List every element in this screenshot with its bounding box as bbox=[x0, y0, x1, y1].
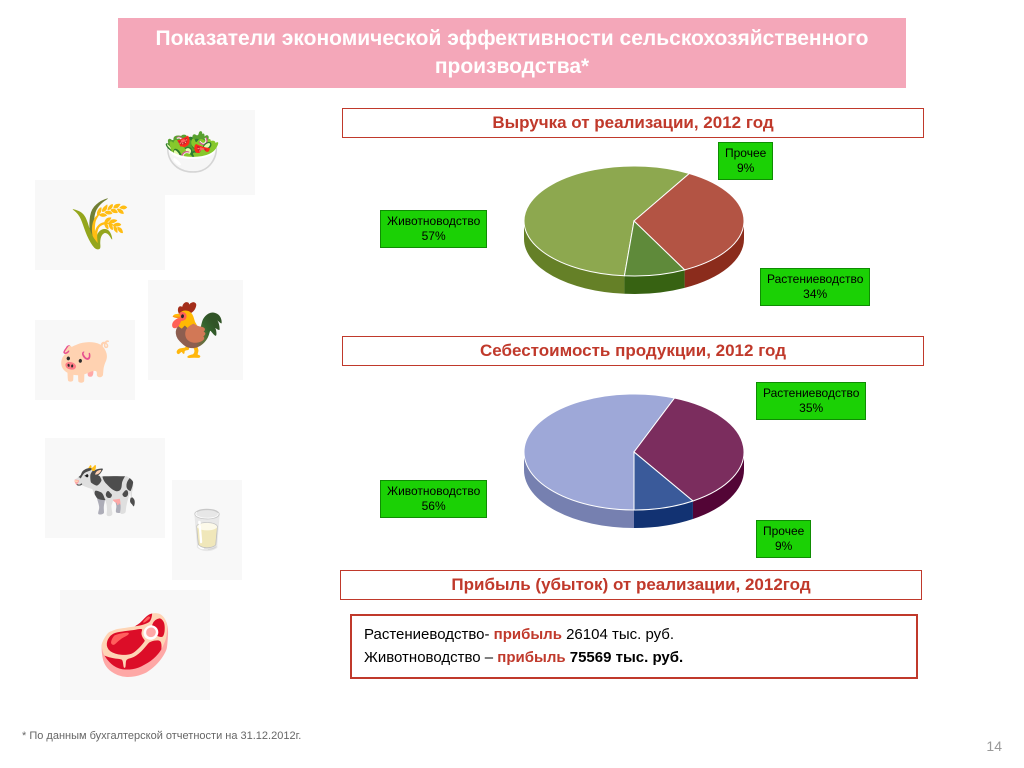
label-text: Животноводство bbox=[387, 214, 480, 228]
section-header-profit: Прибыль (убыток) от реализации, 2012год bbox=[340, 570, 922, 600]
profit-line1-a: Растениеводство- bbox=[364, 626, 494, 643]
pie-chart-revenue bbox=[520, 162, 748, 303]
pie-rev-label-other: Прочее 9% bbox=[718, 142, 773, 180]
page-number: 14 bbox=[986, 738, 1002, 754]
section-header-cost: Себестоимость продукции, 2012 год bbox=[342, 336, 924, 366]
section-header-revenue: Выручка от реализации, 2012 год bbox=[342, 108, 924, 138]
pie-rev-label-crops: Растениеводство 34% bbox=[760, 268, 870, 306]
label-value: 57% bbox=[422, 229, 446, 243]
profit-line1-b: прибыль bbox=[494, 626, 562, 643]
sidebar-image-5: 🥛 bbox=[172, 480, 242, 580]
profit-line2-a: Животноводство – bbox=[364, 649, 497, 666]
label-text: Прочее bbox=[725, 146, 766, 160]
label-value: 34% bbox=[803, 287, 827, 301]
label-text: Растениеводство bbox=[763, 386, 859, 400]
sidebar-image-2: 🐓 bbox=[148, 280, 243, 380]
page-title: Показатели экономической эффективности с… bbox=[118, 18, 906, 88]
profit-box: Растениеводство- прибыль 26104 тыс. руб.… bbox=[350, 614, 918, 679]
label-text: Животноводство bbox=[387, 484, 480, 498]
sidebar-image-3: 🐖 bbox=[35, 320, 135, 400]
sidebar-image-1: 🌾 bbox=[35, 180, 165, 270]
profit-line1-c: 26104 тыс. руб. bbox=[562, 626, 674, 643]
label-text: Растениеводство bbox=[767, 272, 863, 286]
label-value: 56% bbox=[422, 499, 446, 513]
profit-line-livestock: Животноводство – прибыль 75569 тыс. руб. bbox=[364, 647, 904, 670]
pie-chart-cost bbox=[520, 390, 748, 537]
sidebar-image-4: 🐄 bbox=[45, 438, 165, 538]
profit-line-crops: Растениеводство- прибыль 26104 тыс. руб. bbox=[364, 624, 904, 647]
label-text: Прочее bbox=[763, 524, 804, 538]
pie-rev-label-livestock: Животноводство 57% bbox=[380, 210, 487, 248]
pie-cost-label-livestock: Животноводство 56% bbox=[380, 480, 487, 518]
label-value: 9% bbox=[775, 539, 792, 553]
label-value: 9% bbox=[737, 161, 754, 175]
label-value: 35% bbox=[799, 401, 823, 415]
sidebar-image-6: 🥩 bbox=[60, 590, 210, 700]
pie-cost-label-crops: Растениеводство 35% bbox=[756, 382, 866, 420]
footnote: * По данным бухгалтерской отчетности на … bbox=[22, 730, 301, 742]
pie-cost-label-other: Прочее 9% bbox=[756, 520, 811, 558]
profit-line2-c: 75569 тыс. руб. bbox=[570, 649, 683, 666]
profit-line2-b: прибыль bbox=[497, 649, 569, 666]
